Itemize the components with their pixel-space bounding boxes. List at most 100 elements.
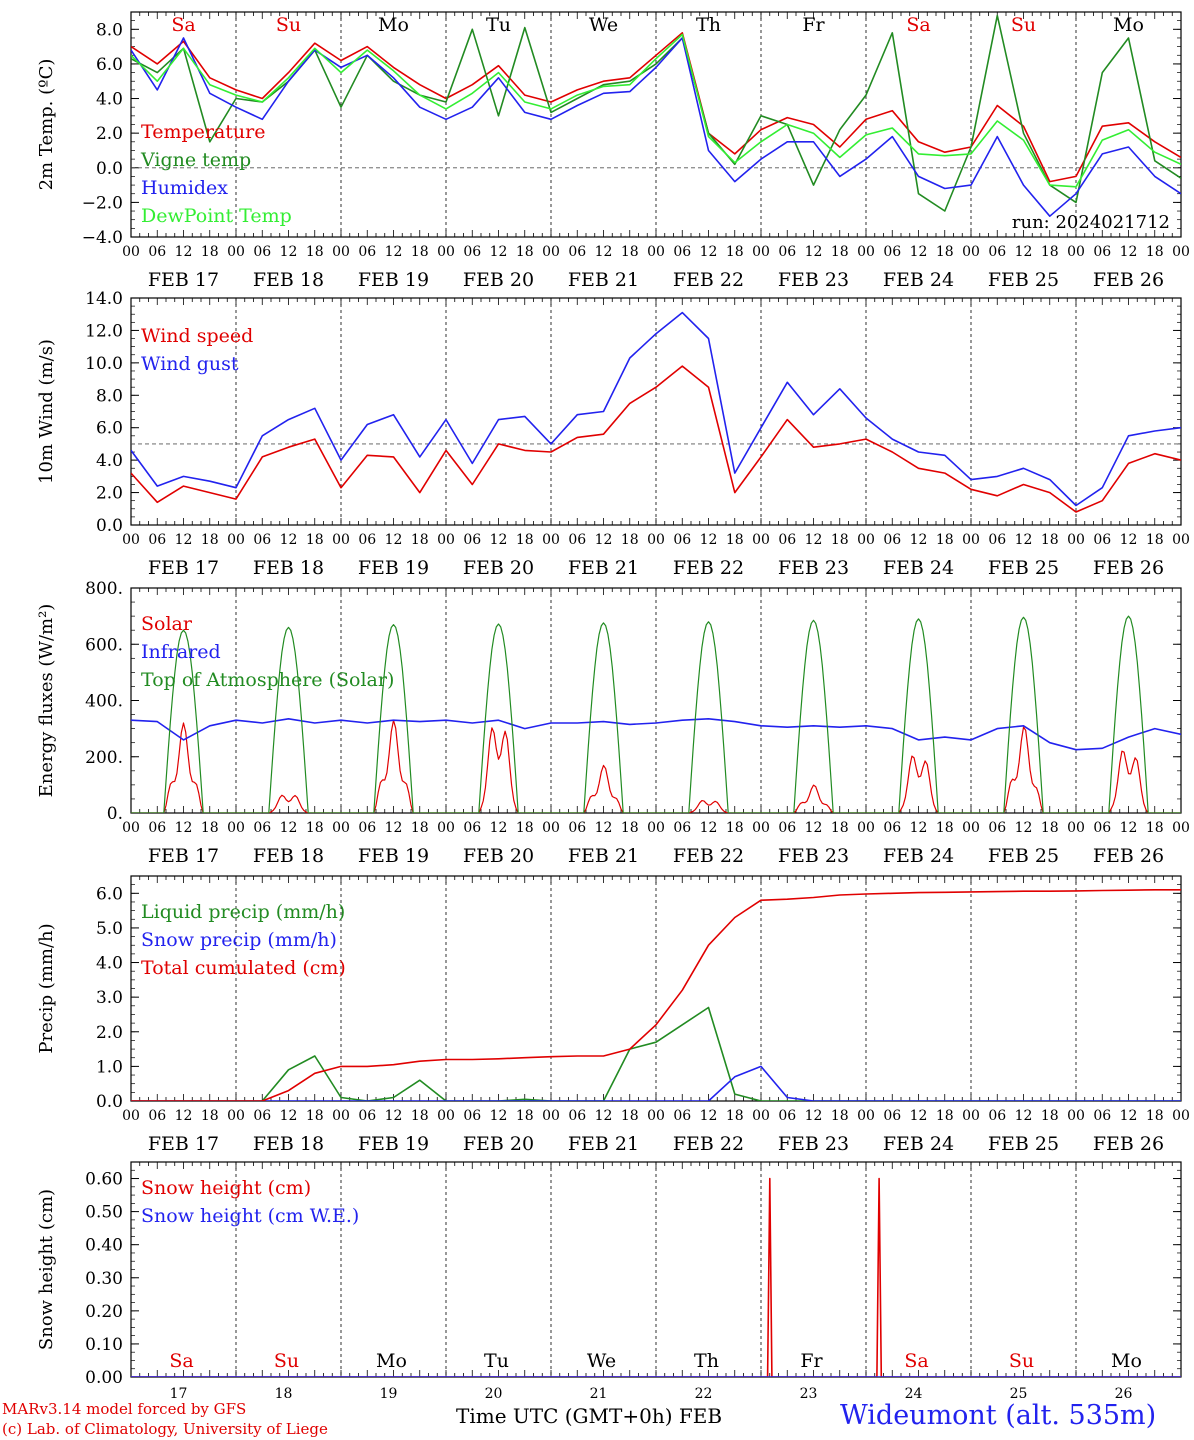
hour-label: 06 — [253, 1108, 271, 1124]
day-number-label: 26 — [1115, 1386, 1133, 1402]
hour-label: 00 — [1067, 820, 1085, 836]
hour-label: 12 — [490, 532, 508, 548]
date-label: FEB 17 — [148, 557, 219, 579]
hour-label: 06 — [253, 820, 271, 836]
y-tick-label: 14.0 — [85, 289, 123, 309]
hour-label: 00 — [542, 244, 560, 260]
hour-label: 18 — [306, 1108, 324, 1124]
hour-label: 12 — [385, 244, 403, 260]
hour-label: 06 — [358, 1108, 376, 1124]
hour-label: 06 — [673, 820, 691, 836]
hour-label: 06 — [358, 532, 376, 548]
hour-label: 12 — [1015, 820, 1033, 836]
hour-label: 00 — [752, 244, 770, 260]
hour-label: 06 — [778, 1108, 796, 1124]
hour-label: 12 — [175, 532, 193, 548]
hour-label: 00 — [1172, 820, 1190, 836]
y-axis-label: Precip (mm/h) — [36, 923, 57, 1053]
date-label: FEB 22 — [673, 269, 744, 291]
hour-label: 00 — [962, 1108, 980, 1124]
hour-label: 12 — [910, 1108, 928, 1124]
day-number-label: 22 — [695, 1386, 713, 1402]
y-tick-label: 1.0 — [96, 1057, 123, 1077]
legend-entry: Top of Atmosphere (Solar) — [141, 669, 394, 691]
hour-label: 00 — [437, 820, 455, 836]
hour-label: 00 — [647, 1108, 665, 1124]
date-label: FEB 24 — [883, 845, 954, 867]
day-name-label: Th — [694, 1350, 719, 1372]
day-name-label: Tu — [484, 1350, 509, 1372]
legend-entry: Wind speed — [141, 325, 253, 347]
hour-label: 06 — [883, 532, 901, 548]
hour-label: 00 — [752, 1108, 770, 1124]
hour-label: 12 — [805, 1108, 823, 1124]
hour-label: 12 — [280, 244, 298, 260]
hour-label: 18 — [726, 532, 744, 548]
hour-label: 06 — [358, 244, 376, 260]
date-label: FEB 17 — [148, 269, 219, 291]
panel-2: 0.0 2.0 4.0 6.0 8.0 10.0 12.0 14.0 10m Wind (m/s… — [36, 289, 1190, 579]
hour-label: 00 — [227, 1108, 245, 1124]
hour-label: 12 — [700, 244, 718, 260]
hour-label: 00 — [752, 820, 770, 836]
series-line-humidex — [131, 37, 1181, 217]
hour-label: 18 — [201, 532, 219, 548]
hour-label: 06 — [1093, 1108, 1111, 1124]
hour-label: 12 — [595, 820, 613, 836]
date-label: FEB 24 — [883, 557, 954, 579]
hour-label: 12 — [1015, 1108, 1033, 1124]
hour-label: 18 — [201, 820, 219, 836]
hour-label: 18 — [1146, 1108, 1164, 1124]
hour-label: 06 — [1093, 532, 1111, 548]
legend-entry: Total cumulated (cm) — [141, 957, 346, 979]
hour-label: 00 — [332, 820, 350, 836]
time-axis-label: Time UTC (GMT+0h) FEB — [456, 1404, 723, 1428]
series-group — [131, 14, 1181, 217]
hour-label: 18 — [516, 1108, 534, 1124]
hour-label: 00 — [542, 532, 560, 548]
hour-label: 18 — [1146, 820, 1164, 836]
hour-label: 18 — [1041, 532, 1059, 548]
hour-label: 00 — [437, 244, 455, 260]
hour-label: 18 — [201, 1108, 219, 1124]
day-name-label: We — [587, 1350, 616, 1372]
hour-label: 18 — [936, 532, 954, 548]
hour-label: 00 — [1067, 532, 1085, 548]
day-name-label: Sa — [906, 14, 930, 36]
station-title: Wideumont (alt. 535m) — [840, 1400, 1157, 1431]
hour-label: 12 — [805, 532, 823, 548]
date-label: FEB 18 — [253, 1133, 324, 1155]
hour-label: 06 — [988, 532, 1006, 548]
hour-label: 06 — [148, 1108, 166, 1124]
hour-label: 00 — [227, 244, 245, 260]
date-label: FEB 23 — [778, 557, 849, 579]
hour-label: 06 — [463, 532, 481, 548]
date-label: FEB 21 — [568, 269, 639, 291]
y-axis-label: Energy fluxes (W/m²) — [36, 604, 57, 798]
day-name-label: We — [589, 14, 618, 36]
date-label: FEB 21 — [568, 1133, 639, 1155]
day-number-label: 21 — [590, 1386, 608, 1402]
hour-label: 06 — [883, 820, 901, 836]
y-tick-label: 0.0 — [96, 1092, 123, 1112]
hour-label: 12 — [1015, 532, 1033, 548]
day-name-label: Tu — [486, 14, 511, 36]
hour-label: 00 — [1067, 244, 1085, 260]
hour-label: 18 — [621, 532, 639, 548]
hour-label: 00 — [1067, 1108, 1085, 1124]
hour-label: 00 — [227, 820, 245, 836]
date-label: FEB 18 — [253, 269, 324, 291]
date-label: FEB 19 — [358, 1133, 429, 1155]
date-label: FEB 18 — [253, 557, 324, 579]
date-label: FEB 21 — [568, 845, 639, 867]
date-label: FEB 22 — [673, 1133, 744, 1155]
panel-5: 0.00 0.10 0.20 0.30 0.40 0.50 0.60 Snow height … — [36, 1161, 1182, 1402]
hour-label: 00 — [122, 820, 140, 836]
model-credit: MARv3.14 model forced by GFS — [2, 1400, 247, 1418]
hour-label: 18 — [621, 1108, 639, 1124]
series-group — [131, 889, 1181, 1101]
hour-label: 12 — [595, 1108, 613, 1124]
hour-label: 00 — [542, 820, 560, 836]
series-line-wind-gust — [131, 311, 1181, 507]
